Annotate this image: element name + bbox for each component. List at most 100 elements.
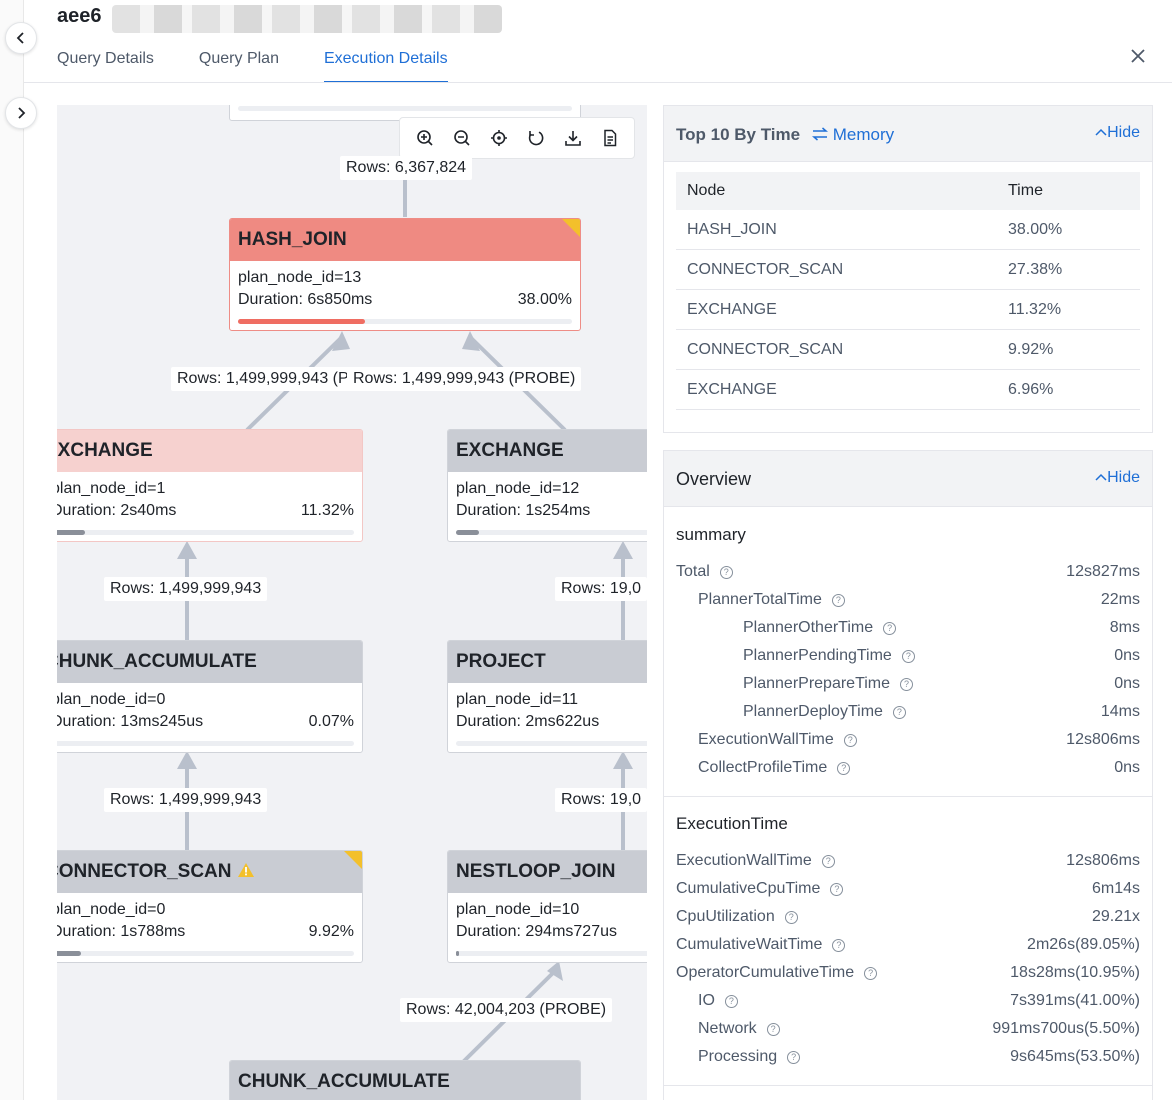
node-progress: [57, 530, 354, 535]
help-icon[interactable]: ?: [900, 678, 914, 691]
hide-top10-button[interactable]: Hide: [1095, 124, 1140, 142]
plan-node-project[interactable]: PROJECT plan_node_id=11 Duration: 2ms622…: [447, 640, 647, 753]
metric-key: Network: [698, 1020, 757, 1037]
node-title: NESTLOOP_JOIN: [448, 851, 647, 893]
tab-execution-details[interactable]: Execution Details: [323, 47, 448, 83]
table-header: Node Time: [676, 172, 1140, 210]
help-icon[interactable]: ?: [864, 967, 878, 980]
help-icon[interactable]: ?: [830, 883, 844, 896]
tab-query-plan[interactable]: Query Plan: [198, 50, 279, 67]
row-node: EXCHANGE: [687, 380, 777, 398]
metric-value: 7s391ms(41.00%): [1010, 992, 1140, 1009]
reset-button[interactable]: [525, 127, 547, 149]
back-button[interactable]: [5, 22, 37, 54]
tab-bar: Query Details Query Plan Execution Detai…: [57, 47, 448, 83]
help-icon[interactable]: ?: [766, 1023, 780, 1036]
node-progress-fill: [238, 319, 365, 324]
overview-panel: Overview Hide summary Total? 12s827ms Pla…: [663, 450, 1153, 1100]
table-row[interactable]: EXCHANGE 11.32%: [676, 290, 1140, 330]
row-node: HASH_JOIN: [687, 220, 777, 238]
node-title: HASH_JOIN: [230, 219, 580, 261]
edge-label: Rows: 1,499,999,943 (PRO: [171, 367, 379, 391]
execution-graph[interactable]: Rows: 6,367,824 HASH_JOIN plan_node_id=1…: [57, 105, 647, 1100]
node-progress: [456, 530, 647, 535]
metric-value: 14ms: [1100, 703, 1140, 720]
help-icon[interactable]: ?: [719, 566, 733, 579]
node-duration: Duration: 1s788ms: [57, 923, 186, 940]
metric-row: PlannerPendingTime? 0ns: [664, 643, 1140, 671]
row-time: 6.96%: [1008, 380, 1054, 398]
node-progress: [57, 741, 354, 746]
switch-to-memory-link[interactable]: Memory: [811, 125, 894, 145]
export-button[interactable]: [599, 127, 621, 149]
node-progress-fill: [57, 951, 82, 956]
row-time: 11.32%: [1008, 300, 1062, 318]
help-icon[interactable]: ?: [821, 855, 835, 868]
metric-key: IO: [698, 992, 715, 1009]
zoom-in-button[interactable]: [414, 127, 436, 149]
help-icon[interactable]: ?: [883, 622, 897, 635]
locate-button[interactable]: [488, 127, 510, 149]
document-icon: [603, 129, 616, 147]
metric-key: PlannerPrepareTime: [743, 675, 891, 692]
zoom-out-button[interactable]: [451, 127, 473, 149]
expand-button[interactable]: [5, 97, 37, 129]
plan-node-chunk-accumulate-bottom[interactable]: CHUNK_ACCUMULATE: [229, 1060, 581, 1100]
metric-value: 22ms: [1100, 591, 1140, 608]
metric-key: ExecutionWallTime: [698, 731, 834, 748]
chevron-right-icon: [18, 107, 26, 119]
plan-node-connector-scan[interactable]: CONNECTOR_SCAN plan_node_id=0 Duration: …: [57, 850, 363, 963]
graph-toolbar: [399, 117, 635, 159]
redacted-query-id: [112, 5, 502, 33]
metric-row: ExecutionWallTime? 12s806ms: [664, 727, 1140, 755]
help-icon[interactable]: ?: [831, 594, 845, 607]
help-icon[interactable]: ?: [724, 995, 738, 1008]
table-row[interactable]: HASH_JOIN 38.00%: [676, 210, 1140, 250]
help-icon[interactable]: ?: [784, 911, 798, 924]
edge-label: Rows: 19,0: [555, 577, 647, 601]
help-icon[interactable]: ?: [843, 734, 857, 747]
top10-table: Node Time HASH_JOIN 38.00% CONNECTOR_SCAN…: [676, 172, 1140, 410]
close-button[interactable]: [1130, 47, 1146, 67]
table-row[interactable]: CONNECTOR_SCAN 9.92%: [676, 330, 1140, 370]
plan-node-hash-join[interactable]: HASH_JOIN plan_node_id=13 Duration: 6s85…: [229, 218, 581, 331]
help-icon[interactable]: ?: [892, 706, 906, 719]
warning-icon: [237, 863, 254, 877]
tab-query-details[interactable]: Query Details: [57, 50, 154, 67]
download-button[interactable]: [562, 127, 584, 149]
plan-node-nestloop-join[interactable]: NESTLOOP_JOIN plan_node_id=10 Duration: …: [447, 850, 647, 963]
metric-row: CpuUtilization? 29.21x: [664, 904, 1140, 932]
node-progress: [456, 951, 647, 956]
locate-icon: [490, 130, 507, 146]
column-node: Node: [687, 182, 726, 199]
top10-header: Top 10 By Time Memory Hide: [664, 106, 1152, 162]
help-icon[interactable]: ?: [787, 1051, 801, 1064]
chevron-up-icon: [1095, 128, 1107, 136]
query-title: aee6: [57, 5, 102, 27]
node-duration: Duration: 2s40ms: [57, 502, 177, 519]
metric-row: CollectProfileTime? 0ns: [664, 755, 1140, 783]
help-icon[interactable]: ?: [901, 650, 915, 663]
node-id: plan_node_id=0: [57, 691, 166, 708]
node-progress: [238, 319, 572, 324]
metric-value: 12s806ms: [1066, 852, 1140, 869]
metric-value: 6m14s: [1091, 880, 1140, 897]
node-duration: Duration: 6s850ms: [238, 291, 373, 308]
plan-node-chunk-accumulate[interactable]: CHUNK_ACCUMULATE plan_node_id=0 Duration…: [57, 640, 363, 753]
row-time: 38.00%: [1008, 220, 1063, 238]
help-icon[interactable]: ?: [832, 939, 846, 952]
metric-row: CumulativeCpuTime? 6m14s: [664, 876, 1140, 904]
top10-panel: Top 10 By Time Memory Hide Node Time HAS…: [663, 105, 1153, 433]
swap-icon: [811, 127, 829, 141]
metric-row: OperatorCumulativeTime? 18s28ms(10.95%): [664, 960, 1140, 988]
hide-overview-button[interactable]: Hide: [1095, 469, 1140, 487]
help-icon[interactable]: ?: [837, 762, 851, 775]
plan-node-exchange-left[interactable]: EXCHANGE plan_node_id=1 Duration: 2s40ms…: [57, 429, 363, 542]
row-node: CONNECTOR_SCAN: [687, 260, 844, 278]
plan-node-exchange-right[interactable]: EXCHANGE plan_node_id=12 Duration: 1s254…: [447, 429, 647, 542]
table-row[interactable]: CONNECTOR_SCAN 27.38%: [676, 250, 1140, 290]
table-row[interactable]: EXCHANGE 6.96%: [676, 370, 1140, 410]
node-title: CONNECTOR_SCAN: [57, 861, 232, 882]
node-percent: 11.32%: [300, 502, 354, 519]
metric-key: ExecutionWallTime: [676, 852, 812, 869]
